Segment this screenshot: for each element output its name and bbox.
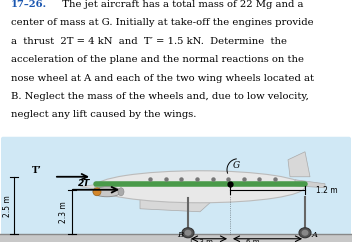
Text: neglect any lift caused by the wings.: neglect any lift caused by the wings. [11, 110, 196, 119]
Polygon shape [140, 194, 220, 212]
Text: ——6 m —: ——6 m — [232, 239, 269, 242]
Text: 17–26.: 17–26. [11, 0, 47, 9]
Text: 2T: 2T [78, 179, 90, 188]
Text: nose wheel at A and each of the two wing wheels located at: nose wheel at A and each of the two wing… [11, 74, 314, 83]
Ellipse shape [184, 230, 191, 236]
Ellipse shape [95, 171, 305, 203]
Text: A: A [312, 231, 318, 239]
Text: acceleration of the plane and the normal reactions on the: acceleration of the plane and the normal… [11, 55, 303, 64]
Text: B: B [177, 231, 183, 239]
Polygon shape [80, 182, 96, 189]
Text: B. Neglect the mass of the wheels and, due to low velocity,: B. Neglect the mass of the wheels and, d… [11, 92, 308, 101]
Bar [0, 234, 352, 242]
Polygon shape [288, 152, 310, 177]
Text: 1.2 m: 1.2 m [316, 186, 338, 195]
Text: T’: T’ [32, 166, 42, 175]
Ellipse shape [302, 230, 308, 236]
Text: 2.3 m: 2.3 m [58, 201, 68, 223]
Ellipse shape [118, 188, 124, 196]
Ellipse shape [93, 188, 101, 196]
Ellipse shape [299, 228, 311, 238]
Text: G: G [233, 161, 240, 170]
Polygon shape [295, 180, 325, 188]
Text: The jet aircraft has a total mass of 22 Mg and a: The jet aircraft has a total mass of 22 … [56, 0, 303, 9]
Ellipse shape [182, 228, 194, 238]
Ellipse shape [93, 187, 121, 197]
Text: center of mass at G. Initially at take-off the engines provide: center of mass at G. Initially at take-o… [11, 18, 313, 27]
Text: |—3 m—: |—3 m— [190, 239, 220, 242]
Text: a  thrust  2T = 4 kN  and  T′ = 1.5 kN.  Determine  the: a thrust 2T = 4 kN and T′ = 1.5 kN. Dete… [11, 37, 287, 46]
Text: 2.5 m: 2.5 m [4, 195, 13, 217]
FancyBboxPatch shape [1, 137, 351, 241]
